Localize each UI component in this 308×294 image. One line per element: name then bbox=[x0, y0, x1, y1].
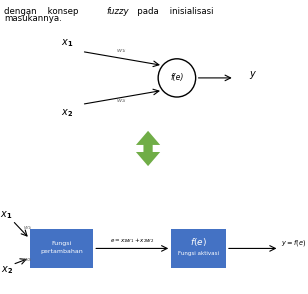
Text: $y$: $y$ bbox=[249, 69, 257, 81]
Text: masukannya.: masukannya. bbox=[4, 14, 62, 23]
Text: $e = x_1w_1+x_2w_2$: $e = x_1w_1+x_2w_2$ bbox=[110, 236, 154, 245]
Text: $f(e)$: $f(e)$ bbox=[190, 236, 207, 248]
Text: Fungsi aktivasi: Fungsi aktivasi bbox=[178, 251, 219, 256]
FancyBboxPatch shape bbox=[30, 229, 93, 268]
Circle shape bbox=[158, 59, 196, 97]
Text: Fungsi: Fungsi bbox=[51, 240, 72, 246]
Text: $w_{2i}$: $w_{2i}$ bbox=[116, 98, 128, 105]
Text: $\mathbf{\it{x}}_\mathbf{1}$: $\mathbf{\it{x}}_\mathbf{1}$ bbox=[1, 209, 13, 220]
Polygon shape bbox=[136, 131, 160, 166]
Text: $\mathbf{\it{x}}_\mathbf{2}$: $\mathbf{\it{x}}_\mathbf{2}$ bbox=[1, 265, 13, 276]
Text: fuzzy: fuzzy bbox=[106, 7, 129, 16]
Text: f(e): f(e) bbox=[170, 74, 184, 82]
Text: $\mathbf{\it{x}}_\mathbf{2}$: $\mathbf{\it{x}}_\mathbf{2}$ bbox=[61, 107, 73, 119]
Text: pada    inisialisasi: pada inisialisasi bbox=[129, 7, 214, 16]
Text: $w_{1i}$: $w_{1i}$ bbox=[116, 48, 128, 55]
Text: $w_{2i}$: $w_{2i}$ bbox=[22, 256, 33, 264]
Text: dengan    konsep: dengan konsep bbox=[4, 7, 89, 16]
Text: pertambahan: pertambahan bbox=[40, 249, 83, 255]
Text: $y = f(e)$: $y = f(e)$ bbox=[281, 238, 306, 248]
FancyBboxPatch shape bbox=[171, 229, 226, 268]
Text: $\mathbf{\it{x}}_\mathbf{1}$: $\mathbf{\it{x}}_\mathbf{1}$ bbox=[61, 37, 73, 49]
Text: $w_{1i}$: $w_{1i}$ bbox=[22, 224, 33, 232]
